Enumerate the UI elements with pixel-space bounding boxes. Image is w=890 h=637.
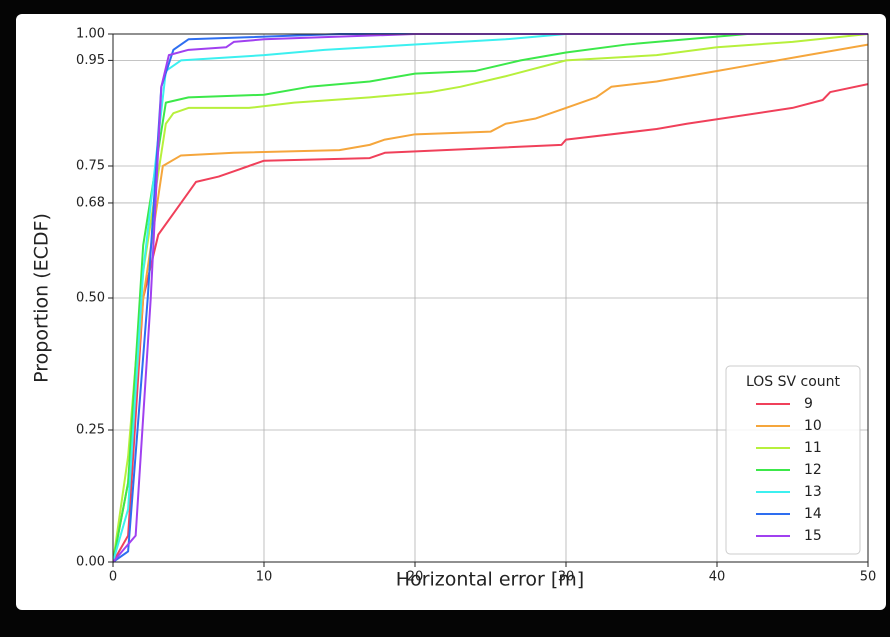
x-tick-label: 40 <box>709 570 726 585</box>
legend-label: 10 <box>804 418 822 434</box>
y-tick-label: 0.68 <box>76 195 105 210</box>
series-line <box>113 33 868 563</box>
legend-label: 14 <box>804 506 822 522</box>
series-line <box>113 33 868 563</box>
series-line <box>113 33 868 563</box>
legend-label: 9 <box>804 396 813 412</box>
y-axis-label: Proportion (ECDF) <box>31 213 53 383</box>
y-tick-label: 0.25 <box>76 423 105 438</box>
x-tick-label: 0 <box>109 570 117 585</box>
y-tick-label: 1.00 <box>76 27 105 42</box>
legend-label: 12 <box>804 462 822 478</box>
series-line <box>113 43 868 563</box>
y-tick-label: 0.75 <box>76 159 105 174</box>
series-line <box>113 83 868 563</box>
plot-frame <box>112 33 869 563</box>
x-tick-label: 50 <box>860 570 877 585</box>
y-tick-label: 0.95 <box>76 53 105 68</box>
legend-label: 15 <box>804 528 822 544</box>
x-tick-label: 10 <box>256 570 273 585</box>
figure-background <box>16 14 886 610</box>
legend-label: 13 <box>804 484 822 500</box>
x-axis-label: Horizontal error [m] <box>396 569 584 591</box>
legend-box <box>725 365 861 555</box>
series-line <box>113 33 868 563</box>
legend-title: LOS SV count <box>746 374 841 390</box>
x-tick-label: 30 <box>558 570 575 585</box>
x-tick-label: 20 <box>407 570 424 585</box>
legend-label: 11 <box>804 440 822 456</box>
y-tick-label: 0.50 <box>76 291 105 306</box>
y-tick-label: 0.00 <box>76 555 105 570</box>
